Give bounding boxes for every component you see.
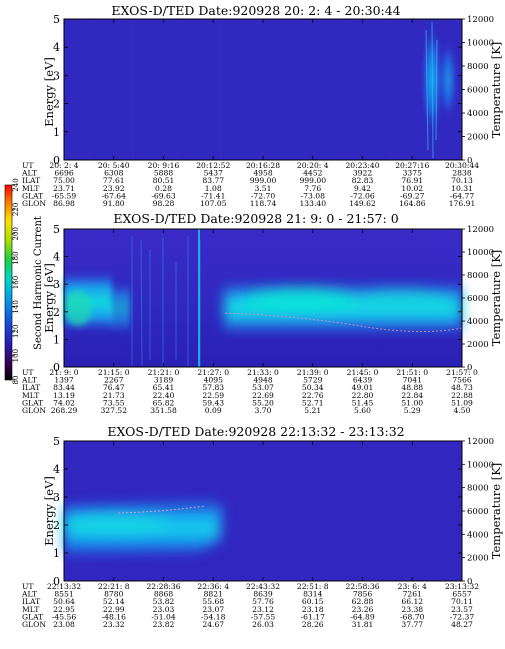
panel-2: EXOS-D/TED Date:920928 21: 9: 0 - 21:57:… [21,211,503,415]
table-cell: 4.50 [454,406,471,415]
colorbar-tick-label: 100 [12,349,20,362]
colorbar-tick-label: 180 [12,251,20,264]
y2-tick-label: 10000 [467,39,494,49]
colorbar-tick-label: 200 [12,227,20,240]
y2-tick-label: 2000 [467,133,489,143]
table-row-label: GLON [22,406,46,415]
y-tick-label: 2 [53,306,60,319]
panel-3-title: EXOS-D/TED Date:920928 22:13:32 - 23:13:… [107,424,404,439]
colorbar-tick-label: 220 [12,203,20,216]
table-cell: 327.52 [100,406,127,415]
y-tick-label: 3 [53,69,60,82]
table-cell: 5.29 [404,406,421,415]
table-cell: 164.86 [399,199,426,208]
table-cell: 31.81 [352,620,374,629]
colorbar-tick-label: 140 [12,300,20,313]
y2-tick-label: 8000 [467,62,489,72]
y-tick-label: 2 [53,98,60,111]
panel-2-y2-label: Temperature [K] [489,250,503,347]
panel-1-title: EXOS-D/TED Date:920928 20: 2: 4 - 20:30:… [111,3,400,18]
table-cell: 5.21 [304,406,321,415]
y2-tick-label: 4000 [467,317,489,327]
table-cell: 3.70 [255,406,272,415]
table-cell: 28.26 [302,620,324,629]
table-cell: 23.82 [153,620,175,629]
y2-tick-label: 6000 [467,294,489,304]
colorbar-gradient [5,185,12,380]
y2-tick-label: 12000 [467,437,494,447]
y-tick-label: 1 [53,333,60,346]
panel-3-plot-area [60,441,462,581]
y-tick-label: 4 [53,463,60,476]
table-cell: 118.74 [250,199,277,208]
panel-1: EXOS-D/TED Date:920928 20: 2: 4 - 20:30:… [21,3,503,208]
colorbar: 80 100 120 140 160 180 200 220 240 Second Harmon… [5,178,44,384]
panel-1-plot-area [64,19,462,160]
table-cell: 23.32 [103,620,125,629]
y2-tick-label: 2000 [467,554,489,564]
colorbar-ticks: 80 100 120 140 160 180 200 220 240 [12,178,20,384]
table-cell: 23.08 [53,620,75,629]
table-cell: 48.27 [451,620,473,629]
panel-3: EXOS-D/TED Date:920928 22:13:32 - 23:13:… [21,424,503,629]
y2-tick-label: 12000 [467,15,494,25]
y-tick-label: 3 [53,491,60,504]
y2-tick-label: 8000 [467,484,489,494]
colorbar-tick-label: 240 [12,178,20,191]
table-cell: 86.98 [53,199,75,208]
table-cell: 26.03 [252,620,274,629]
table-cell: 351.58 [150,406,177,415]
y-tick-label: 4 [53,251,60,264]
colorbar-tick-label: 160 [12,276,20,289]
y-tick-label: 3 [53,278,60,291]
colorbar-tick-label: 120 [12,325,20,338]
y2-tick-label: 12000 [467,225,494,235]
y-tick-label: 5 [53,435,60,448]
panel-3-y-label: Energy [eV] [42,476,56,546]
panel-1-y-label: Energy [eV] [42,57,56,127]
y-tick-label: 1 [53,547,60,560]
table-cell: 98.28 [153,199,175,208]
y2-tick-label: 2000 [467,340,489,350]
y2-tick-label: 4000 [467,109,489,119]
panel-1-y2-label: Temperature [K] [489,42,503,139]
panel-3-table: UTALTILATMLTGLATGLON22:13:32855150.6422.… [21,582,479,629]
table-cell: 91.80 [103,199,125,208]
table-cell: 133.40 [299,199,326,208]
y2-tick-label: 4000 [467,530,489,540]
panel-1-table: UTALTILATMLTGLATGLON20: 2: 4669675.0023.… [21,161,479,208]
table-cell: 24.67 [202,620,224,629]
table-cell: 37.77 [401,620,423,629]
y-tick-label: 4 [53,41,60,54]
table-cell: 149.62 [349,199,376,208]
y-tick-label: 5 [53,13,60,26]
table-row-label: GLON [22,620,46,629]
y2-tick-label: 10000 [467,460,494,470]
table-cell: 176.91 [449,199,476,208]
y-tick-label: 2 [53,519,60,532]
panel-2-y-label: Energy [eV] [42,263,56,333]
y2-tick-label: 10000 [467,248,494,258]
table-cell: 5.60 [354,406,371,415]
y-tick-label: 5 [53,223,60,236]
panel-3-y2-label: Temperature [K] [489,463,503,560]
colorbar-tick-label: 80 [12,376,20,385]
panel-2-title: EXOS-D/TED Date:920928 21: 9: 0 - 21:57:… [113,211,398,226]
y2-tick-label: 8000 [467,271,489,281]
table-cell: 268.29 [51,406,78,415]
table-row-label: GLON [22,199,46,208]
panel-2-plot-area [64,229,462,367]
table-cell: 0.09 [205,406,222,415]
table-cell: 107.05 [200,199,227,208]
y2-tick-label: 6000 [467,507,489,517]
y2-tick-label: 6000 [467,86,489,96]
y-tick-label: 1 [53,126,60,139]
